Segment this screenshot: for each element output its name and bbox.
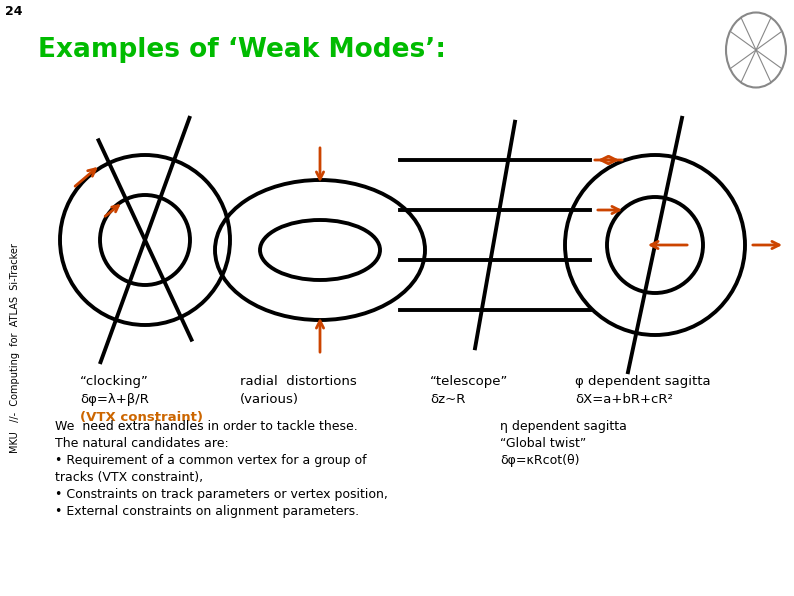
Text: • Requirement of a common vertex for a group of: • Requirement of a common vertex for a g… [55, 454, 367, 467]
Text: “telescope”: “telescope” [430, 375, 508, 388]
Text: • Constraints on track parameters or vertex position,: • Constraints on track parameters or ver… [55, 488, 388, 501]
Text: (various): (various) [240, 393, 299, 406]
Text: η dependent sagitta: η dependent sagitta [500, 420, 627, 433]
Text: δz~R: δz~R [430, 393, 465, 406]
Text: φ dependent sagitta: φ dependent sagitta [575, 375, 711, 388]
Text: tracks (VTX constraint),: tracks (VTX constraint), [55, 471, 203, 484]
Text: δφ=κRcot(θ): δφ=κRcot(θ) [500, 454, 580, 467]
Text: radial  distortions: radial distortions [240, 375, 357, 388]
Text: The natural candidates are:: The natural candidates are: [55, 437, 229, 450]
Text: “Global twist”: “Global twist” [500, 437, 586, 450]
Text: We  need extra handles in order to tackle these.: We need extra handles in order to tackle… [55, 420, 358, 433]
Text: • External constraints on alignment parameters.: • External constraints on alignment para… [55, 505, 359, 518]
Text: Examples of ‘Weak Modes’:: Examples of ‘Weak Modes’: [38, 37, 446, 63]
Text: 24: 24 [5, 5, 22, 18]
Text: MKU   //-  Computing  for  ATLAS  Si-Tracker: MKU //- Computing for ATLAS Si-Tracker [10, 243, 20, 453]
Text: δφ=λ+β/R: δφ=λ+β/R [80, 393, 149, 406]
Text: (VTX constraint): (VTX constraint) [80, 411, 203, 424]
Text: “clocking”: “clocking” [80, 375, 149, 388]
Text: δX=a+bR+cR²: δX=a+bR+cR² [575, 393, 673, 406]
